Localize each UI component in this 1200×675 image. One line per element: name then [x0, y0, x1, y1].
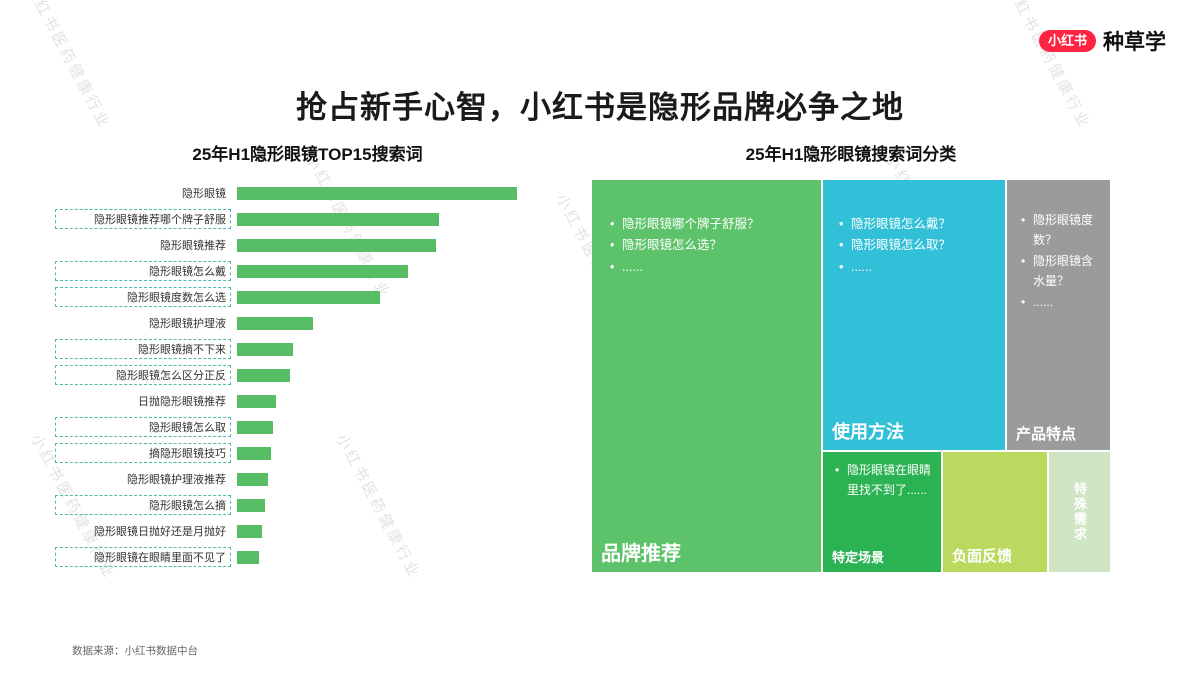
bar-chart: 隐形眼镜 隐形眼镜推荐哪个牌子舒服 隐形眼镜推荐 隐形眼镜怎么戴 隐形眼镜度数怎么选 隐形…	[55, 180, 560, 570]
bar-track	[237, 550, 560, 564]
data-source: 数据来源：小红书数据中台	[72, 645, 198, 657]
bar	[237, 550, 260, 564]
treemap-node: 负面反馈	[943, 452, 1047, 572]
bar-row: 隐形眼镜怎么取	[55, 414, 560, 440]
bar-track	[237, 316, 560, 330]
treemap-bullet-list: 隐形眼镜怎么戴？隐形眼镜怎么取？......	[823, 180, 1005, 278]
bar-track	[237, 264, 560, 278]
bar-row: 隐形眼镜怎么戴	[55, 258, 560, 284]
bar-label: 日抛隐形眼镜推荐	[138, 396, 226, 408]
bar-track	[237, 472, 560, 486]
treemap-node-label: 使用方法	[832, 422, 904, 442]
bar-label-highlighted: 隐形眼镜在眼睛里面不见了	[55, 547, 231, 567]
bar-label-highlighted: 隐形眼镜怎么摘	[55, 495, 231, 515]
bar-label: 隐形眼镜	[182, 188, 226, 200]
treemap-bullet: ......	[837, 257, 997, 279]
bar-row: 隐形眼镜推荐哪个牌子舒服	[55, 206, 560, 232]
bar-label: 隐形眼镜推荐	[160, 240, 226, 252]
treemap-bullet: ......	[608, 257, 811, 279]
treemap-node: 隐形眼镜度数？隐形眼镜含水量？...... 产品特点	[1007, 180, 1110, 450]
bar-row: 隐形眼镜	[55, 180, 560, 206]
bar-row: 日抛隐形眼镜推荐	[55, 388, 560, 414]
treemap-node: 隐形眼镜在眼睛里找不到了...... 特定场景	[823, 452, 941, 572]
bar	[237, 394, 277, 408]
bar	[237, 264, 408, 278]
treemap-bullet: ......	[1019, 292, 1104, 313]
bar-label-highlighted: 隐形眼镜怎么取	[55, 417, 231, 437]
bar	[237, 316, 313, 330]
treemap-node: 隐形眼镜哪个牌子舒服？隐形眼镜怎么选？...... 品牌推荐	[592, 180, 821, 572]
brand-logo: 小红书 种草学	[1038, 26, 1166, 56]
bar-row: 隐形眼镜怎么摘	[55, 492, 560, 518]
bar	[237, 498, 265, 512]
treemap-bullet: 隐形眼镜含水量？	[1019, 251, 1104, 292]
treemap-bullet: 隐形眼镜哪个牌子舒服？	[608, 214, 811, 236]
logo-suffix-text: 种草学	[1103, 31, 1166, 54]
treemap-bullet: 隐形眼镜怎么戴？	[837, 214, 997, 236]
bar	[237, 446, 271, 460]
bar	[237, 186, 517, 200]
bar-track	[237, 186, 560, 200]
treemap-bullet: 隐形眼镜度数？	[1019, 210, 1104, 251]
bar-label-highlighted: 隐形眼镜怎么戴	[55, 261, 231, 281]
treemap-bullet-list: 隐形眼镜哪个牌子舒服？隐形眼镜怎么选？......	[592, 180, 821, 278]
treemap-node-label: 产品特点	[1016, 426, 1077, 443]
bar-label-highlighted: 隐形眼镜摘不下来	[55, 339, 231, 359]
bar-label: 隐形眼镜护理液推荐	[127, 474, 226, 486]
treemap-bullet: 隐形眼镜怎么取？	[837, 235, 997, 257]
bar	[237, 290, 380, 304]
bar-row: 隐形眼镜怎么区分正反	[55, 362, 560, 388]
treemap-node-label: 特殊需求	[1072, 482, 1087, 542]
treemap-bullet-list: 隐形眼镜在眼睛里找不到了......	[823, 452, 941, 501]
treemap-node: 隐形眼镜怎么戴？隐形眼镜怎么取？...... 使用方法	[823, 180, 1005, 450]
bar-track	[237, 524, 560, 538]
treemap-bullet-list: 隐形眼镜度数？隐形眼镜含水量？......	[1007, 180, 1110, 312]
bar	[237, 238, 436, 252]
bar-row: 隐形眼镜度数怎么选	[55, 284, 560, 310]
treemap-chart-title: 25年H1隐形眼镜搜索词分类	[745, 145, 957, 164]
bar-track	[237, 420, 560, 434]
bar	[237, 524, 263, 538]
treemap-bullet: 隐形眼镜在眼睛里找不到了......	[833, 460, 935, 501]
bar-row: 隐形眼镜在眼睛里面不见了	[55, 544, 560, 570]
page-title: 抢占新手心智，小红书是隐形品牌必争之地	[296, 90, 904, 125]
bar	[237, 420, 274, 434]
bar-chart-title: 25年H1隐形眼镜TOP15搜索词	[192, 145, 423, 164]
bar-track	[237, 446, 560, 460]
treemap-node-label: 负面反馈	[952, 548, 1013, 565]
bar-track	[237, 342, 560, 356]
bar-row: 隐形眼镜推荐	[55, 232, 560, 258]
treemap-chart: 隐形眼镜哪个牌子舒服？隐形眼镜怎么选？......品牌推荐隐形眼镜怎么戴？隐形眼…	[592, 180, 1110, 572]
bar-track	[237, 290, 560, 304]
bar	[237, 342, 293, 356]
treemap-bullet: 隐形眼镜怎么选？	[608, 235, 811, 257]
bar-row: 隐形眼镜摘不下来	[55, 336, 560, 362]
treemap-node-label: 品牌推荐	[601, 543, 681, 565]
bar-track	[237, 368, 560, 382]
bar-label-highlighted: 隐形眼镜度数怎么选	[55, 287, 231, 307]
bar-label: 隐形眼镜日抛好还是月抛好	[94, 526, 226, 538]
bar-row: 隐形眼镜护理液推荐	[55, 466, 560, 492]
xiaohongshu-logo: 小红书	[1038, 30, 1096, 52]
bar-label-highlighted: 摘隐形眼镜技巧	[55, 443, 231, 463]
bar-track	[237, 394, 560, 408]
bar-track	[237, 212, 560, 226]
treemap-node-label: 特定场景	[832, 550, 885, 565]
bar	[237, 212, 439, 226]
bar	[237, 472, 268, 486]
bar	[237, 368, 291, 382]
bar-label-highlighted: 隐形眼镜推荐哪个牌子舒服	[55, 209, 231, 229]
bar-track	[237, 238, 560, 252]
treemap-node: 特殊需求	[1049, 452, 1110, 572]
bar-label-highlighted: 隐形眼镜怎么区分正反	[55, 365, 231, 385]
bar-row: 隐形眼镜护理液	[55, 310, 560, 336]
bar-track	[237, 498, 560, 512]
bar-row: 隐形眼镜日抛好还是月抛好	[55, 518, 560, 544]
bar-row: 摘隐形眼镜技巧	[55, 440, 560, 466]
bar-label: 隐形眼镜护理液	[149, 318, 226, 330]
